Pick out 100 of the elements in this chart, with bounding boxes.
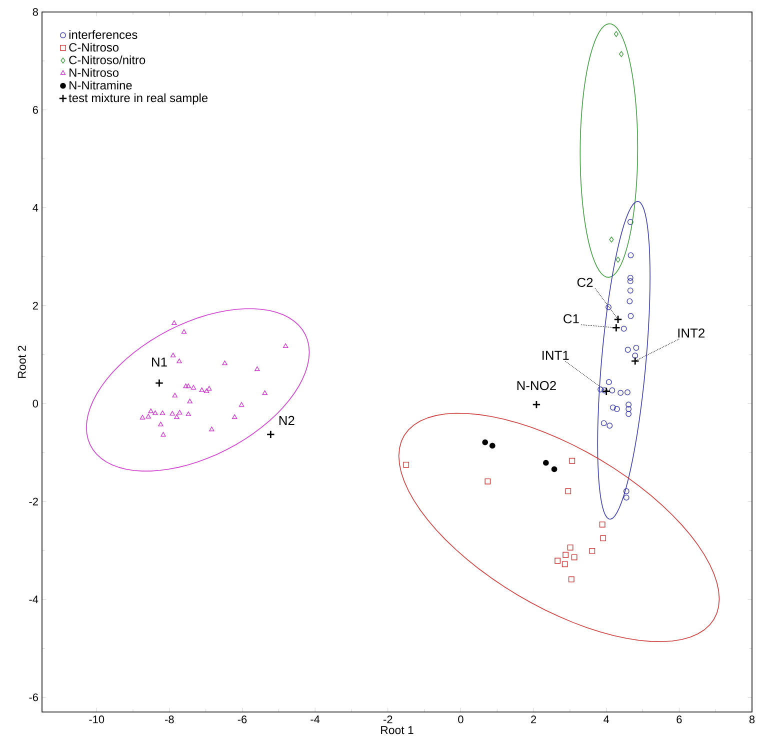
point [614, 406, 620, 412]
y-tick-label: 2 [32, 302, 38, 310]
legend-label: test mixture in real sample [68, 93, 208, 105]
point [160, 432, 166, 437]
point [177, 410, 182, 415]
point [542, 460, 549, 466]
point [612, 323, 620, 332]
point [183, 384, 188, 388]
y-tick-label: 6 [32, 106, 38, 114]
annotation: C2 [577, 278, 593, 287]
point [618, 390, 624, 396]
x-tick-label: -4 [310, 716, 320, 724]
y-tick-label: -2 [29, 498, 38, 506]
point [600, 420, 607, 426]
point [624, 346, 631, 353]
x-tick-label: 6 [676, 716, 682, 724]
point [222, 360, 228, 366]
point [186, 384, 191, 388]
x-tick-label: 4 [604, 716, 610, 724]
point [632, 352, 638, 359]
x-tick-label: 8 [749, 716, 755, 724]
point [606, 304, 612, 310]
point [551, 466, 558, 472]
point [606, 379, 612, 386]
point [602, 387, 608, 394]
y-tick-label: 8 [32, 8, 38, 16]
point [624, 389, 630, 396]
point [158, 422, 164, 426]
point [626, 410, 632, 417]
point [627, 274, 634, 281]
point [630, 356, 640, 366]
point [152, 410, 158, 416]
point [627, 219, 634, 225]
point [484, 478, 491, 484]
point [190, 384, 196, 390]
point [602, 387, 611, 396]
point [620, 326, 627, 332]
point [606, 422, 613, 429]
x-tick-label: -10 [89, 716, 104, 724]
point [238, 402, 244, 407]
point [172, 392, 178, 398]
point [170, 352, 176, 358]
point [628, 252, 634, 258]
point [532, 400, 541, 409]
point [254, 366, 260, 371]
legend-label: C-Nitroso/nitro [69, 55, 146, 64]
point [176, 358, 182, 364]
point [569, 458, 576, 464]
legend-label: N-Nitramine [70, 80, 132, 90]
point [626, 298, 633, 304]
x-axis-title: Root 1 [381, 726, 414, 734]
point [232, 414, 238, 419]
annotation: C1 [564, 314, 579, 324]
point [206, 386, 212, 391]
point [609, 236, 614, 243]
point [565, 488, 572, 494]
point [181, 329, 187, 334]
point [618, 51, 624, 58]
x-tick-label: -8 [165, 716, 174, 724]
point [199, 387, 204, 392]
point [598, 386, 604, 392]
annotation: N-NO2 [517, 380, 556, 390]
point [609, 387, 616, 394]
point [160, 410, 166, 416]
y-tick-label: 4 [32, 204, 38, 212]
point [204, 388, 210, 394]
point [614, 315, 622, 324]
point [568, 576, 574, 582]
point [554, 558, 561, 564]
point [628, 313, 634, 319]
point [627, 278, 634, 284]
annotation: N2 [279, 416, 294, 425]
point [626, 406, 632, 412]
y-tick-label: 0 [32, 400, 38, 408]
point [567, 544, 574, 550]
point [616, 256, 620, 263]
y-axis-title: Root 2 [18, 346, 26, 378]
point [562, 561, 568, 568]
point [403, 462, 410, 468]
point [172, 320, 177, 325]
point [187, 398, 192, 404]
point [146, 414, 151, 418]
annotation: INT2 [678, 328, 705, 338]
point [209, 426, 214, 432]
point [282, 343, 288, 348]
point [610, 404, 616, 410]
x-tick-label: -2 [384, 716, 392, 724]
point [627, 288, 634, 294]
point [623, 494, 630, 501]
annotation: INT1 [542, 350, 569, 360]
point [571, 554, 578, 560]
point [170, 410, 175, 416]
point [186, 411, 191, 416]
point [154, 378, 164, 388]
point [614, 31, 618, 37]
point [589, 548, 596, 554]
point [148, 408, 154, 414]
point [599, 522, 606, 528]
annotation: N1 [152, 358, 167, 366]
point [482, 439, 488, 446]
